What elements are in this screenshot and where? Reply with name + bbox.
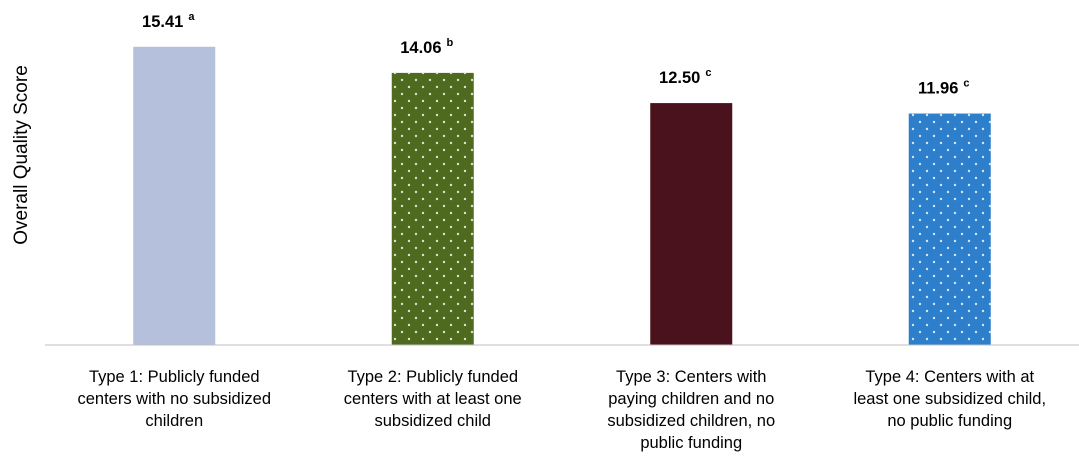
significance-letter: c xyxy=(963,77,969,89)
x-tick-label: Type 4: Centers with at least one subsid… xyxy=(853,368,1047,430)
value-label: 12.50 xyxy=(659,69,700,87)
x-tick-label: Type 1: Publicly funded centers with no … xyxy=(77,368,272,430)
x-tick-label: Type 3: Centers with paying children and… xyxy=(607,368,776,452)
bar xyxy=(650,103,733,346)
value-label: 15.41 xyxy=(142,13,183,31)
value-label-group: 14.06 b xyxy=(400,37,453,57)
bar xyxy=(908,113,991,346)
value-label: 14.06 xyxy=(400,39,441,57)
y-axis-label: Overall Quality Score xyxy=(11,65,32,245)
value-label-group: 15.41 a xyxy=(142,11,195,31)
value-label: 11.96 xyxy=(918,80,958,98)
bar xyxy=(133,46,216,345)
significance-letter: a xyxy=(188,11,195,23)
x-tick-label: Type 2: Publicly funded centers with at … xyxy=(343,368,522,430)
significance-letter: c xyxy=(705,67,711,79)
value-label-group: 11.96 c xyxy=(918,77,970,97)
bar xyxy=(391,72,474,345)
significance-letter: b xyxy=(447,37,454,49)
value-label-group: 12.50 c xyxy=(659,67,711,87)
